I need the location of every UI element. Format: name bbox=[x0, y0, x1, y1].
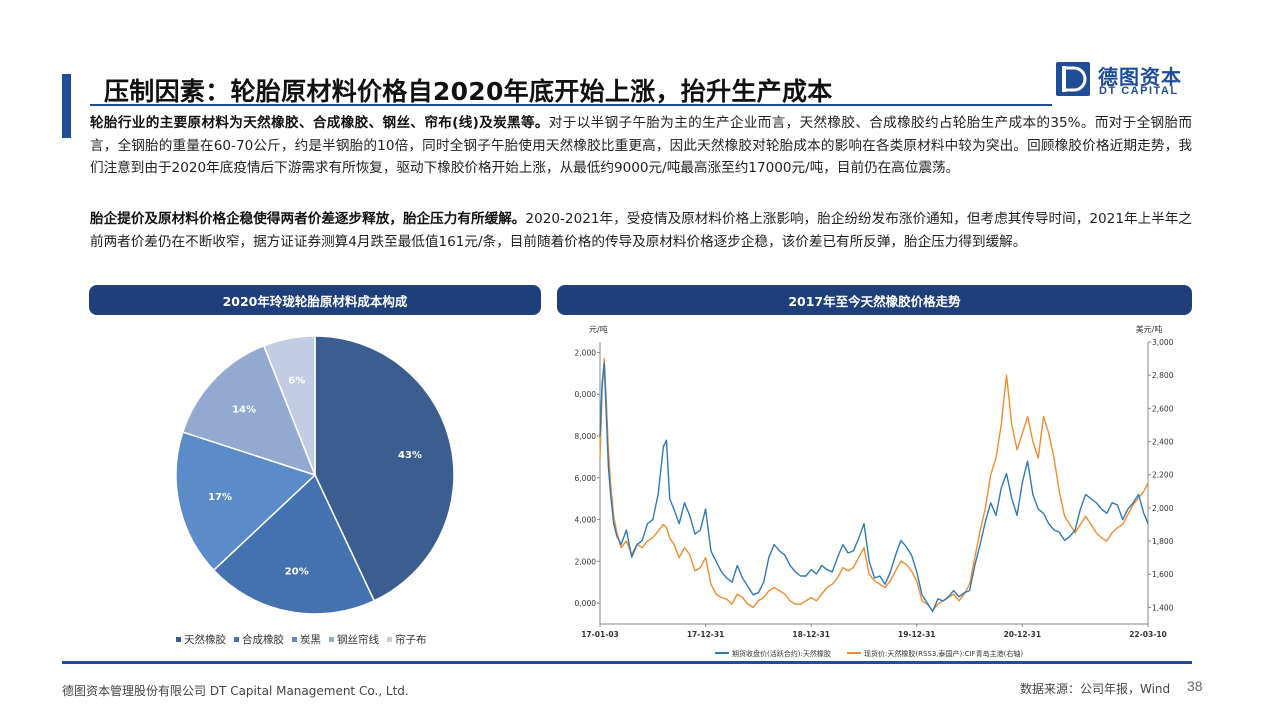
pie-panel-title: 2020年玲珑轮胎原材料成本构成 bbox=[89, 285, 541, 315]
left-tick-label: 10,000 bbox=[575, 599, 596, 608]
line-panel-title: 2017年至今天然橡胶价格走势 bbox=[557, 285, 1192, 315]
right-tick-label: 2,400 bbox=[1152, 438, 1174, 447]
pie-value-label: 6% bbox=[288, 375, 305, 386]
logo-text-cn: 德图资本 bbox=[1098, 65, 1182, 89]
right-tick-label: 2,800 bbox=[1152, 371, 1174, 380]
cost-structure-pie-chart: 43% 20% 17% 14% 6% bbox=[170, 330, 460, 620]
pie-value-label: 14% bbox=[232, 404, 256, 415]
paragraph-price-spread: 胎企提价及原材料价格企稳使得两者价差逐步释放，胎企压力有所缓解。2020-202… bbox=[90, 208, 1192, 253]
right-tick-label: 1,800 bbox=[1152, 537, 1174, 546]
line-legend-label: 现货价:天然橡胶(RSS3,泰国产):CIF青岛主港(右轴) bbox=[864, 649, 1023, 658]
left-axis-unit: 元/吨 bbox=[589, 324, 608, 334]
legend-label: 炭黑 bbox=[300, 634, 321, 646]
pie-legend: 天然橡胶 合成橡胶 炭黑 钢丝帘线 帘子布 bbox=[176, 632, 427, 647]
x-tick-label: 22-03-10 bbox=[1129, 630, 1167, 639]
legend-label: 天然橡胶 bbox=[184, 634, 226, 646]
title-underline bbox=[90, 104, 1052, 106]
legend-label: 钢丝帘线 bbox=[337, 634, 379, 646]
right-tick-label: 2,000 bbox=[1152, 504, 1174, 513]
line-svg: 元/吨 美元/吨 10,000 12,000 14,000 16,000 18,000 20,… bbox=[570, 324, 1174, 658]
series-line-1 bbox=[599, 357, 1149, 612]
pie-legend-item: 帘子布 bbox=[387, 632, 427, 647]
footer-company: 德图资本管理股份有限公司 DT Capital Management Co., … bbox=[62, 684, 409, 698]
paragraph-body: 对于以半钢子午胎为主的生产企业而言，天然橡胶、合成橡胶约占轮胎生产成本的35%。… bbox=[90, 115, 1192, 176]
legend-swatch bbox=[292, 637, 297, 642]
left-tick-label: 22,000 bbox=[575, 348, 596, 357]
right-tick-label: 3,000 bbox=[1152, 338, 1174, 347]
right-tick-label: 1,600 bbox=[1152, 570, 1174, 579]
x-tick-label: 20-12-31 bbox=[1004, 630, 1042, 639]
pie-slice-1 bbox=[212, 473, 376, 615]
legend-swatch bbox=[329, 637, 334, 642]
legend-swatch bbox=[176, 637, 181, 642]
pie-legend-item: 合成橡胶 bbox=[234, 632, 284, 647]
left-tick-label: 18,000 bbox=[575, 432, 596, 441]
page-title: 压制因素：轮胎原材料价格自2020年底开始上涨，抬升生产成本 bbox=[104, 77, 833, 106]
right-axis-unit: 美元/吨 bbox=[1136, 324, 1163, 334]
left-tick-label: 12,000 bbox=[575, 557, 596, 566]
right-tick-label: 2,600 bbox=[1152, 404, 1174, 413]
paragraph-body: 2020-2021年，受疫情及原材料价格上涨影响，胎企纷纷发布涨价通知，但考虑其… bbox=[90, 211, 1193, 250]
legend-swatch bbox=[234, 637, 239, 642]
x-tick-label: 19-12-31 bbox=[898, 630, 936, 639]
right-tick-label: 2,200 bbox=[1152, 471, 1174, 480]
x-tick-label: 17-01-03 bbox=[581, 630, 619, 639]
rubber-price-line-chart: 元/吨 美元/吨 10,000 12,000 14,000 16,000 18,000 20,… bbox=[570, 320, 1190, 660]
pie-slice-3 bbox=[181, 344, 317, 477]
pie-value-label: 20% bbox=[285, 567, 309, 578]
pie-legend-item: 天然橡胶 bbox=[176, 632, 226, 647]
legend-label: 合成橡胶 bbox=[242, 634, 284, 646]
pie-svg: 43% 20% 17% 14% 6% bbox=[175, 335, 455, 615]
legend-swatch bbox=[387, 637, 392, 642]
footer-divider bbox=[62, 661, 1192, 664]
pie-value-label: 43% bbox=[398, 450, 422, 461]
x-tick-label: 18-12-31 bbox=[792, 630, 830, 639]
left-tick-label: 20,000 bbox=[575, 390, 596, 399]
paragraph-lead: 轮胎行业的主要原材料为天然橡胶、合成橡胶、钢丝、帘布(线)及炭黑等。 bbox=[90, 115, 549, 131]
paragraph-raw-materials: 轮胎行业的主要原材料为天然橡胶、合成橡胶、钢丝、帘布(线)及炭黑等。对于以半钢子… bbox=[90, 112, 1192, 180]
page-number: 38 bbox=[1187, 678, 1203, 694]
left-tick-label: 16,000 bbox=[575, 474, 596, 483]
pie-slice-2 bbox=[175, 431, 317, 572]
left-tick-label: 14,000 bbox=[575, 516, 596, 525]
line-legend-label: 期货收盘价(活跃合约):天然橡胶 bbox=[732, 649, 831, 658]
pie-slice-0 bbox=[314, 335, 455, 602]
pie-value-label: 17% bbox=[208, 492, 232, 503]
title-accent-bar bbox=[62, 74, 71, 138]
paragraph-lead: 胎企提价及原材料价格企稳使得两者价差逐步释放，胎企压力有所缓解。 bbox=[90, 211, 526, 227]
x-tick-label: 17-12-31 bbox=[687, 630, 725, 639]
pie-legend-item: 炭黑 bbox=[292, 632, 321, 647]
legend-label: 帘子布 bbox=[395, 634, 427, 646]
logo-icon bbox=[1056, 62, 1090, 96]
pie-slice-4 bbox=[262, 335, 316, 476]
right-tick-label: 1,400 bbox=[1152, 603, 1174, 612]
footer-source: 数据来源：公司年报，Wind bbox=[1020, 682, 1171, 696]
series-line-0 bbox=[599, 362, 1149, 613]
pie-legend-item: 钢丝帘线 bbox=[329, 632, 379, 647]
logo-text-en: DT CAPITAL bbox=[1099, 85, 1179, 97]
